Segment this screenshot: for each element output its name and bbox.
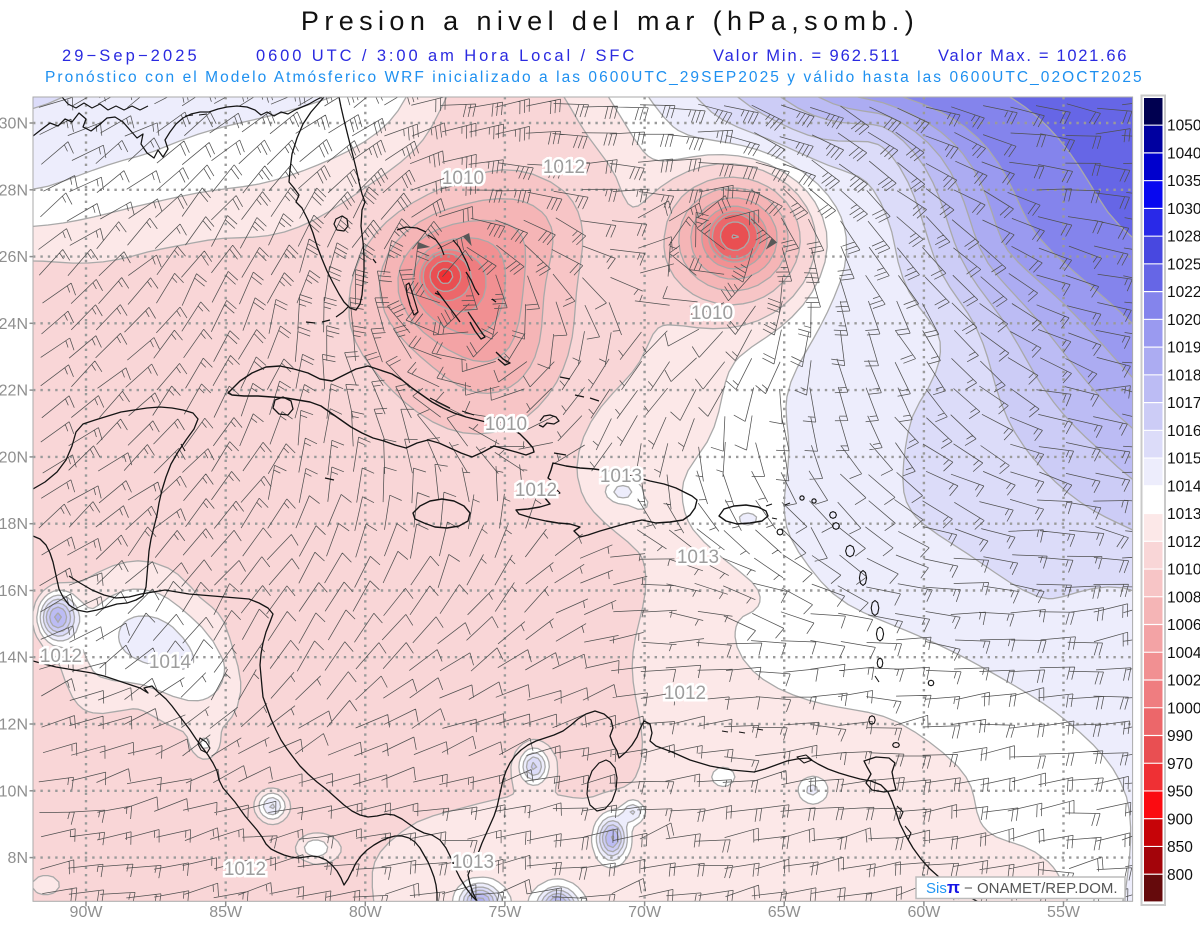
svg-text:1010: 1010 (691, 303, 733, 324)
svg-text:65W: 65W (768, 904, 802, 921)
svg-text:60W: 60W (907, 904, 941, 921)
svg-text:900: 900 (1167, 811, 1193, 828)
svg-text:1012: 1012 (40, 646, 82, 667)
svg-text:29−Sep−2025: 29−Sep−2025 (62, 47, 200, 65)
svg-text:1028: 1028 (1167, 229, 1200, 246)
svg-text:1002: 1002 (1167, 673, 1200, 690)
svg-text:1014: 1014 (1167, 478, 1200, 495)
svg-text:1013: 1013 (452, 852, 494, 873)
svg-text:1020: 1020 (1167, 312, 1200, 329)
svg-text:1015: 1015 (1167, 451, 1200, 468)
svg-text:75W: 75W (488, 904, 522, 921)
svg-text:26N: 26N (0, 249, 28, 266)
svg-text:55W: 55W (1047, 904, 1081, 921)
svg-text:1010: 1010 (485, 414, 527, 435)
svg-text:90W: 90W (70, 904, 104, 921)
svg-text:Valor Min. = 962.511: Valor Min. = 962.511 (713, 47, 901, 65)
svg-text:70W: 70W (628, 904, 662, 921)
svg-text:80W: 80W (349, 904, 383, 921)
svg-text:24N: 24N (0, 316, 28, 333)
svg-text:22N: 22N (0, 383, 28, 400)
svg-text:12N: 12N (0, 717, 28, 734)
svg-text:14N: 14N (0, 650, 28, 667)
svg-text:10N: 10N (0, 783, 28, 800)
svg-text:8N: 8N (8, 850, 28, 867)
svg-text:16N: 16N (0, 583, 28, 600)
svg-text:1012: 1012 (1167, 534, 1200, 551)
svg-text:850: 850 (1167, 839, 1193, 856)
svg-text:1012: 1012 (543, 157, 585, 178)
svg-text:970: 970 (1167, 756, 1193, 773)
svg-text:0600 UTC / 3:00 am Hora Local: 0600 UTC / 3:00 am Hora Local / SFC (256, 47, 637, 65)
svg-text:1013: 1013 (677, 547, 719, 568)
svg-text:1017: 1017 (1167, 395, 1200, 412)
svg-text:1013: 1013 (1167, 506, 1200, 523)
svg-text:1018: 1018 (1167, 367, 1200, 384)
svg-text:1013: 1013 (600, 466, 642, 487)
svg-text:1000: 1000 (1167, 700, 1200, 717)
svg-text:800: 800 (1167, 867, 1193, 884)
svg-text:1012: 1012 (664, 683, 706, 704)
svg-text:1019: 1019 (1167, 340, 1200, 357)
svg-text:1012: 1012 (515, 480, 557, 501)
svg-text:20N: 20N (0, 449, 28, 466)
svg-text:28N: 28N (0, 182, 28, 199)
svg-text:85W: 85W (209, 904, 243, 921)
svg-text:1030: 1030 (1167, 201, 1200, 218)
svg-text:990: 990 (1167, 728, 1193, 745)
svg-text:Valor Max. = 1021.66: Valor Max. = 1021.66 (938, 47, 1128, 65)
svg-text:1004: 1004 (1167, 645, 1200, 662)
svg-text:1006: 1006 (1167, 617, 1200, 634)
svg-text:1040: 1040 (1167, 146, 1200, 163)
svg-text:Sisπ − ONAMET/REP.DOM.: Sisπ − ONAMET/REP.DOM. (926, 878, 1118, 897)
svg-text:1012: 1012 (224, 859, 266, 880)
svg-text:1025: 1025 (1167, 256, 1200, 273)
svg-text:Pronóstico con el Modelo Atmós: Pronóstico con el Modelo Atmósferico WRF… (45, 69, 1144, 86)
svg-text:1022: 1022 (1167, 284, 1200, 301)
svg-text:Presion a nivel del mar (hPa,s: Presion a nivel del mar (hPa,somb.) (301, 6, 919, 36)
svg-text:1014: 1014 (149, 652, 192, 673)
svg-text:1010: 1010 (1167, 562, 1200, 579)
svg-text:1008: 1008 (1167, 589, 1200, 606)
svg-text:30N: 30N (0, 116, 28, 133)
svg-text:950: 950 (1167, 784, 1193, 801)
svg-text:1035: 1035 (1167, 173, 1200, 190)
svg-text:1050: 1050 (1167, 118, 1200, 135)
svg-text:18N: 18N (0, 516, 28, 533)
svg-text:1016: 1016 (1167, 423, 1200, 440)
svg-text:1010: 1010 (442, 168, 484, 189)
